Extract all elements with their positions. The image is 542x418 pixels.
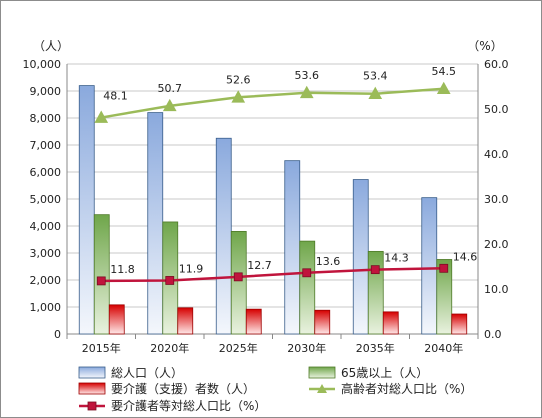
left-axis-tick-label: 8,000 <box>30 112 62 125</box>
right-axis-tick-label: 0.0 <box>484 328 502 341</box>
bar-total-population <box>78 85 95 335</box>
left-axis-tick-label: 4,000 <box>30 220 62 233</box>
left-axis-tick-label: 5,000 <box>30 193 62 206</box>
bar-age65-plus <box>436 259 453 335</box>
legend-marker-elderly-ratio <box>317 384 327 393</box>
data-label-elderly-ratio: 50.7 <box>158 82 183 95</box>
data-label-elderly-ratio: 48.1 <box>103 90 128 103</box>
right-axis-tick-label: 20.0 <box>484 238 509 251</box>
data-label-care-ratio: 14.3 <box>384 252 409 265</box>
bar-care-recipients <box>451 313 468 335</box>
right-axis-tick-label: 10.0 <box>484 283 509 296</box>
data-label-care-ratio: 13.6 <box>316 255 341 268</box>
bar-total-population <box>215 137 232 335</box>
bar-total-population <box>147 112 164 335</box>
marker-elderly-ratio <box>162 98 177 112</box>
marker-care-ratio <box>96 276 106 286</box>
bar-age65-plus <box>299 240 316 335</box>
legend-swatch-care-recipients <box>78 382 106 395</box>
bar-total-population <box>352 179 369 335</box>
bar-total-population <box>421 197 438 335</box>
bar-age65-plus <box>230 230 247 335</box>
legend-marker-care-ratio <box>87 401 97 411</box>
left-axis-tick-label: 3,000 <box>30 247 62 260</box>
bar-age65-plus <box>93 214 110 335</box>
marker-care-ratio <box>302 268 312 278</box>
data-label-care-ratio: 12.7 <box>247 259 272 272</box>
marker-elderly-ratio <box>299 85 314 99</box>
right-axis-tick-label: 60.0 <box>484 58 509 71</box>
x-axis-category-label: 2035年 <box>356 341 395 355</box>
marker-elderly-ratio <box>368 86 383 99</box>
x-axis-category-label: 2025年 <box>219 341 258 355</box>
line-care-ratio <box>101 267 444 283</box>
legend-label-total-population: 総人口（人） <box>111 366 183 380</box>
legend-label-care-recipients: 要介護（支援）者数（人） <box>111 381 255 396</box>
bar-age65-plus <box>367 250 384 335</box>
left-axis-tick-label: 7,000 <box>30 139 62 152</box>
line-elderly-ratio <box>101 87 444 119</box>
legend-swatch-total-population <box>78 366 106 379</box>
data-label-care-ratio: 11.9 <box>179 262 204 275</box>
x-axis-category-label: 2030年 <box>287 341 326 355</box>
marker-care-ratio <box>165 276 175 285</box>
legend-swatch-age65-plus <box>308 366 336 379</box>
marker-care-ratio <box>439 263 449 273</box>
marker-care-ratio <box>370 265 380 275</box>
data-label-elderly-ratio: 54.5 <box>432 65 457 78</box>
data-label-elderly-ratio: 53.6 <box>295 69 320 82</box>
right-axis-tick-label: 40.0 <box>484 148 509 161</box>
x-axis-category-label: 2040年 <box>424 341 463 355</box>
legend-label-elderly-ratio: 高齢者対総人口比（%） <box>341 381 472 396</box>
left-axis-tick-label: 6,000 <box>30 166 62 179</box>
bar-care-recipients <box>245 308 262 335</box>
right-axis-tick-label: 30.0 <box>484 193 509 206</box>
data-label-elderly-ratio: 52.6 <box>226 73 251 86</box>
data-label-care-ratio: 11.8 <box>110 263 135 276</box>
left-axis-tick-label: 10,000 <box>23 58 62 71</box>
marker-elderly-ratio <box>231 90 246 103</box>
marker-care-ratio <box>233 272 243 282</box>
left-axis-tick-label: 1,000 <box>30 301 62 314</box>
data-label-care-ratio: 14.6 <box>453 250 478 263</box>
marker-elderly-ratio <box>94 110 109 123</box>
bar-care-recipients <box>177 307 194 335</box>
x-axis-category-label: 2020年 <box>150 341 189 355</box>
left-axis-tick-label: 0 <box>54 328 61 341</box>
legend-label-age65-plus: 65歳以上（人） <box>341 366 428 380</box>
left-axis-tick-label: 2,000 <box>30 274 62 287</box>
bar-care-recipients <box>108 304 125 335</box>
bar-total-population <box>284 160 301 335</box>
data-label-elderly-ratio: 53.4 <box>363 70 388 83</box>
left-axis-tick-label: 9,000 <box>30 85 62 98</box>
legend-label-care-ratio: 要介護者等対総人口比（%） <box>111 398 266 413</box>
right-axis-unit-label: （%） <box>467 39 502 53</box>
left-axis-unit-label: （人） <box>33 39 69 53</box>
x-axis-category-label: 2015年 <box>82 341 121 355</box>
bar-care-recipients <box>314 309 331 335</box>
marker-elderly-ratio <box>436 81 451 95</box>
bar-care-recipients <box>382 311 399 335</box>
right-axis-tick-label: 50.0 <box>484 103 509 116</box>
